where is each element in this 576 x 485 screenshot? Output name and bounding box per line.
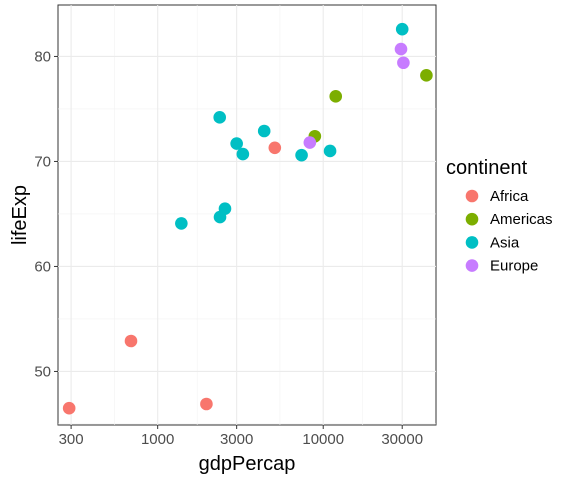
plot-panel: [57, 4, 437, 426]
data-point-africa: [268, 141, 282, 155]
x-axis-ticks: 300 1000 3000 10000 30000: [59, 425, 423, 448]
y-tick-label: 60: [34, 258, 51, 275]
x-tick-label: 1000: [141, 431, 174, 448]
legend-items: Africa Americas Asia Europe: [465, 188, 553, 275]
data-point-europe: [397, 56, 410, 70]
data-point-asia: [213, 111, 227, 124]
data-point-europe: [394, 42, 408, 56]
data-point-africa: [124, 334, 138, 348]
legend-key-americas: [465, 212, 479, 226]
grid-minor: [58, 5, 436, 425]
y-tick-label: 70: [34, 153, 51, 170]
y-tick-label: 80: [34, 48, 51, 65]
data-point-asia: [323, 144, 337, 158]
y-axis-title: lifeExp: [9, 185, 31, 245]
data-point-asia: [218, 202, 232, 215]
legend-label-africa: Africa: [490, 188, 529, 205]
data-point-americas: [420, 69, 433, 82]
y-tick-label: 50: [34, 363, 51, 380]
data-points: [62, 22, 433, 415]
grid-major: [58, 5, 436, 425]
data-point-asia: [395, 22, 409, 36]
data-point-africa: [62, 401, 76, 415]
legend-label-asia: Asia: [490, 234, 520, 251]
y-axis-ticks: 50 60 70 80: [34, 48, 58, 380]
x-tick-label: 300: [59, 431, 84, 448]
x-tick-label: 3000: [220, 431, 253, 448]
data-point-asia: [236, 147, 250, 161]
data-point-europe: [303, 136, 317, 149]
x-tick-label: 30000: [381, 431, 423, 448]
legend-title: continent: [446, 157, 528, 179]
legend-key-asia: [465, 236, 479, 249]
x-axis-title: gdpPercap: [199, 453, 296, 475]
legend-key-europe: [465, 259, 479, 272]
data-point-asia: [257, 124, 271, 138]
data-point-americas: [329, 90, 343, 103]
data-point-asia: [175, 217, 188, 230]
data-point-asia: [295, 148, 308, 162]
legend: continent Africa Americas Asia Europe: [446, 157, 553, 275]
legend-label-americas: Americas: [490, 211, 553, 228]
x-tick-label: 10000: [302, 431, 344, 448]
legend-label-europe: Europe: [490, 258, 538, 275]
legend-key-africa: [465, 189, 479, 203]
data-point-asia: [230, 137, 243, 150]
data-point-africa: [200, 397, 213, 411]
